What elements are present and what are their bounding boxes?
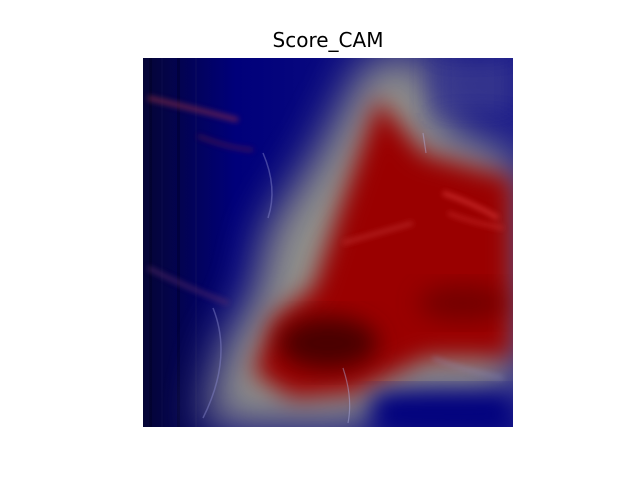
figure-title: Score_CAM bbox=[272, 28, 384, 52]
bottom-right-blue bbox=[373, 393, 513, 427]
score-cam-heatmap bbox=[143, 58, 513, 427]
activation-core-right bbox=[418, 285, 508, 321]
top-right-band bbox=[433, 58, 513, 113]
image-detail-strokes bbox=[147, 95, 504, 379]
activation-core bbox=[278, 317, 378, 369]
left-streaks bbox=[149, 58, 197, 427]
image-detail-lines bbox=[202, 132, 427, 424]
